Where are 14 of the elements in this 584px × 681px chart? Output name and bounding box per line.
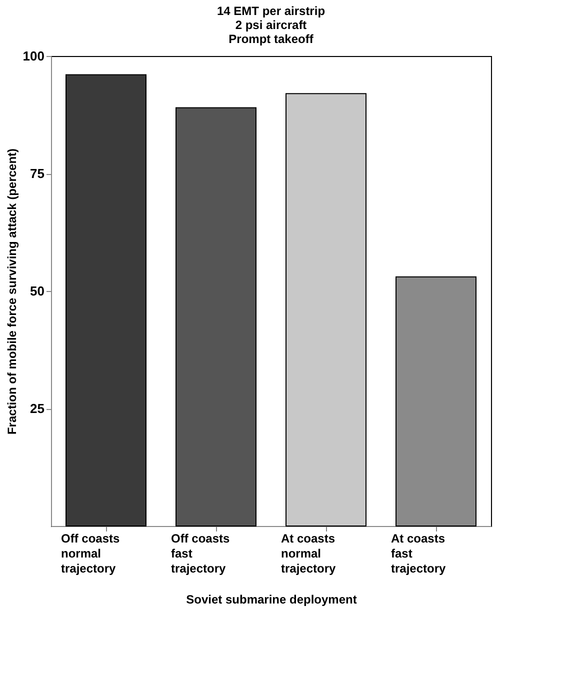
x-tick-label: Off coasts fast trajectory [171,532,230,576]
y-tick-label: 25 [30,401,44,416]
x-tick-label: At coasts normal trajectory [281,532,336,576]
x-axis-title: Soviet submarine deployment [186,592,357,606]
x-tick-label: At coasts fast trajectory [391,532,446,576]
y-tick-label: 75 [30,166,44,181]
bar [286,93,366,526]
y-tick-label: 100 [22,48,44,64]
bar [176,107,256,526]
bar [66,74,146,526]
x-tick-label: Off coasts normal trajectory [61,532,120,576]
y-axis-title: Fraction of mobile force surviving attack (percent) [4,148,19,435]
chart-title: 14 EMT per airstrip 2 psi aircraft Prompt takeoff [216,4,326,46]
y-tick-label: 50 [30,284,44,298]
